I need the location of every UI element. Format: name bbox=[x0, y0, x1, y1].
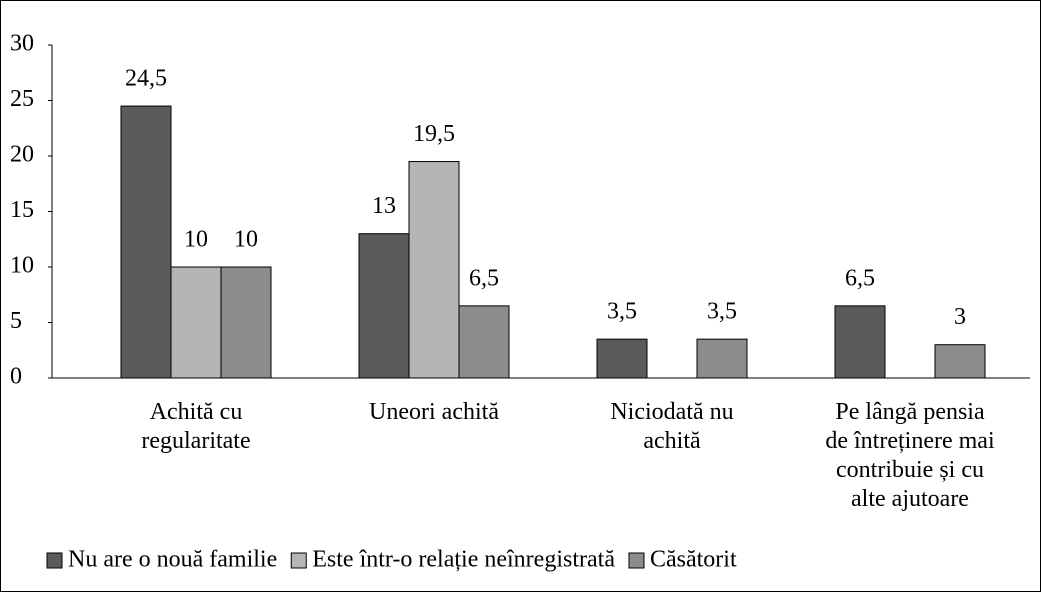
bar bbox=[934, 344, 986, 379]
legend-label: Căsătorit bbox=[650, 547, 737, 573]
x-tick-line: alte ajutoare bbox=[851, 486, 969, 512]
x-tick-line: Uneori achită bbox=[369, 399, 499, 425]
bar bbox=[220, 266, 272, 379]
value-label: 3 bbox=[954, 304, 966, 330]
value-label: 6,5 bbox=[845, 265, 875, 291]
legend-swatch bbox=[628, 552, 645, 569]
x-tick-line: de întreținere mai bbox=[825, 428, 995, 454]
legend-swatch bbox=[46, 552, 63, 569]
legend-label: Este într-o relație neînregistrată bbox=[312, 547, 615, 573]
bar bbox=[408, 161, 460, 379]
x-tick-label: Uneori achită bbox=[369, 399, 499, 425]
bar bbox=[170, 266, 222, 379]
value-label: 10 bbox=[234, 227, 258, 253]
bar bbox=[834, 305, 886, 379]
x-tick-line: regularitate bbox=[141, 428, 250, 454]
y-tick-label: 10 bbox=[10, 253, 34, 279]
legend-label: Nu are o nouă familie bbox=[68, 547, 277, 573]
y-tick-label: 0 bbox=[10, 364, 22, 390]
bar bbox=[596, 338, 648, 379]
value-label: 3,5 bbox=[707, 299, 737, 325]
value-label: 3,5 bbox=[607, 299, 637, 325]
x-tick-line: Achită cu bbox=[150, 399, 243, 425]
bar bbox=[458, 305, 510, 379]
value-label: 6,5 bbox=[469, 265, 499, 291]
bar bbox=[696, 338, 748, 379]
value-label: 10 bbox=[184, 227, 208, 253]
y-tick-label: 20 bbox=[10, 142, 34, 168]
legend-swatch bbox=[290, 552, 307, 569]
y-tick-label: 15 bbox=[10, 197, 34, 223]
bar bbox=[120, 105, 172, 379]
y-tick-label: 5 bbox=[10, 308, 22, 334]
x-tick-label: Niciodată nu achită bbox=[610, 399, 733, 454]
x-tick-line: contribuie și cu bbox=[836, 457, 984, 483]
value-label: 24,5 bbox=[125, 66, 167, 92]
x-tick-line: Niciodată nu bbox=[610, 399, 733, 425]
x-tick-label: Pe lângă pensia de întreținere mai contrib… bbox=[825, 399, 995, 512]
x-tick-line: achită bbox=[643, 428, 701, 454]
bar bbox=[358, 233, 410, 379]
y-tick-label: 25 bbox=[10, 86, 34, 112]
y-tick-label: 30 bbox=[10, 31, 34, 57]
value-label: 19,5 bbox=[413, 121, 455, 147]
x-tick-label: Achită cu regularitate bbox=[141, 399, 250, 454]
value-label: 13 bbox=[372, 193, 396, 219]
x-tick-line: Pe lângă pensia bbox=[835, 399, 985, 425]
